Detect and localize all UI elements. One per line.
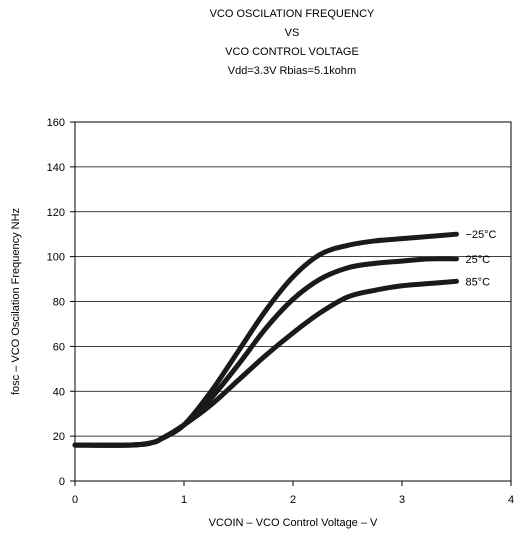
y-tick-label: 140 xyxy=(47,162,65,174)
title-line-3: VCO CONTROL VOLTAGE xyxy=(225,46,359,58)
y-tick-label: 60 xyxy=(53,341,65,353)
y-axis-label: fosc – VCO Oscilation Frequency NHz xyxy=(10,208,22,395)
gridlines xyxy=(75,166,511,437)
y-tick-label: 160 xyxy=(47,117,65,129)
x-tick-label: 1 xyxy=(181,494,187,506)
title-line-2: VS xyxy=(285,27,300,39)
title-line-4: Vdd=3.3V Rbias=5.1kohm xyxy=(228,65,356,77)
x-tick-label: 0 xyxy=(72,494,78,506)
x-tick-label: 2 xyxy=(290,494,296,506)
series-line-2 xyxy=(72,278,459,448)
y-tick-label: 0 xyxy=(59,476,65,488)
y-tick-label: 20 xyxy=(53,431,65,443)
series-lines xyxy=(72,231,459,448)
y-tick-label: 40 xyxy=(53,386,65,398)
series-labels: −25°C 25°C 85°C xyxy=(466,229,497,288)
title-line-1: VCO OSCILATION FREQUENCY xyxy=(210,8,375,20)
axis-ticks: 0 20 40 60 80 100 120 140 160 0 1 2 3 4 xyxy=(47,117,514,506)
chart-title: VCO OSCILATION FREQUENCY VS VCO CONTROL … xyxy=(210,8,375,77)
series-line-0 xyxy=(72,231,459,448)
y-tick-label: 100 xyxy=(47,252,65,264)
series-label-0: −25°C xyxy=(466,229,497,241)
series-label-1: 25°C xyxy=(466,254,491,266)
x-axis-label: VCOIN – VCO Control Voltage – V xyxy=(209,517,378,529)
x-tick-label: 4 xyxy=(508,494,514,506)
y-tick-label: 80 xyxy=(53,297,65,309)
y-tick-label: 120 xyxy=(47,207,65,219)
series-label-2: 85°C xyxy=(466,276,491,288)
x-tick-label: 3 xyxy=(399,494,405,506)
